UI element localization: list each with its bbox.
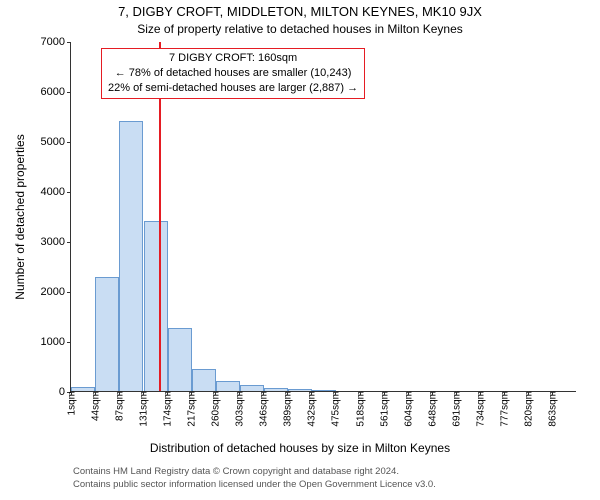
xtick-label: 260sqm	[209, 391, 222, 427]
xtick-label: 820sqm	[521, 391, 534, 427]
histogram-bar	[192, 369, 216, 391]
xtick-label: 777sqm	[497, 391, 510, 427]
xtick-mark	[263, 391, 264, 395]
xtick-label: 475sqm	[329, 391, 342, 427]
ytick-mark	[67, 92, 71, 93]
xtick-mark	[384, 391, 385, 395]
ytick-mark	[67, 42, 71, 43]
histogram-bar	[144, 221, 168, 391]
xtick-label: 691sqm	[449, 391, 462, 427]
xtick-label: 303sqm	[233, 391, 246, 427]
xtick-mark	[287, 391, 288, 395]
histogram-bar	[216, 381, 240, 391]
xtick-label: 604sqm	[401, 391, 414, 427]
ytick-mark	[67, 142, 71, 143]
ytick-mark	[67, 242, 71, 243]
x-axis-label: Distribution of detached houses by size …	[0, 441, 600, 455]
y-axis-label: Number of detached properties	[13, 127, 27, 307]
annotation-line: 7 DIGBY CROFT: 160sqm	[108, 51, 358, 66]
attribution-line2: Contains public sector information licen…	[73, 479, 600, 490]
xtick-mark	[504, 391, 505, 395]
chart-container: 7, DIGBY CROFT, MIDDLETON, MILTON KEYNES…	[0, 0, 600, 500]
plot-area: 010002000300040005000600070001sqm44sqm87…	[70, 42, 576, 392]
xtick-mark	[408, 391, 409, 395]
attribution-line1: Contains HM Land Registry data © Crown c…	[73, 466, 600, 477]
ytick-mark	[67, 292, 71, 293]
chart-title-line2: Size of property relative to detached ho…	[0, 22, 600, 36]
xtick-mark	[311, 391, 312, 395]
xtick-mark	[552, 391, 553, 395]
xtick-label: 518sqm	[353, 391, 366, 427]
xtick-label: 734sqm	[473, 391, 486, 427]
xtick-mark	[456, 391, 457, 395]
xtick-mark	[528, 391, 529, 395]
xtick-label: 44sqm	[89, 391, 102, 421]
xtick-label: 217sqm	[185, 391, 198, 427]
histogram-bar	[71, 387, 95, 391]
xtick-mark	[119, 391, 120, 395]
xtick-label: 131sqm	[137, 391, 150, 427]
xtick-mark	[71, 391, 72, 395]
histogram-bar	[264, 388, 288, 391]
histogram-bar	[168, 328, 192, 392]
histogram-bar	[240, 385, 264, 391]
xtick-label: 561sqm	[377, 391, 390, 427]
xtick-label: 87sqm	[113, 391, 126, 421]
annotation-line: ← 78% of detached houses are smaller (10…	[108, 66, 358, 81]
histogram-bar	[119, 121, 143, 391]
ytick-mark	[67, 342, 71, 343]
xtick-label: 648sqm	[425, 391, 438, 427]
xtick-label: 432sqm	[305, 391, 318, 427]
xtick-label: 346sqm	[257, 391, 270, 427]
xtick-label: 174sqm	[161, 391, 174, 427]
ytick-mark	[67, 192, 71, 193]
xtick-mark	[360, 391, 361, 395]
xtick-mark	[335, 391, 336, 395]
xtick-mark	[432, 391, 433, 395]
xtick-mark	[167, 391, 168, 395]
annotation-box: 7 DIGBY CROFT: 160sqm← 78% of detached h…	[101, 48, 365, 99]
xtick-mark	[191, 391, 192, 395]
xtick-mark	[95, 391, 96, 395]
chart-title-line1: 7, DIGBY CROFT, MIDDLETON, MILTON KEYNES…	[0, 4, 600, 19]
xtick-label: 863sqm	[545, 391, 558, 427]
xtick-mark	[239, 391, 240, 395]
xtick-mark	[143, 391, 144, 395]
xtick-mark	[480, 391, 481, 395]
histogram-bar	[288, 389, 312, 391]
xtick-mark	[215, 391, 216, 395]
histogram-bar	[312, 390, 336, 392]
annotation-line: 22% of semi-detached houses are larger (…	[108, 81, 358, 96]
xtick-label: 389sqm	[281, 391, 294, 427]
histogram-bar	[95, 277, 119, 391]
